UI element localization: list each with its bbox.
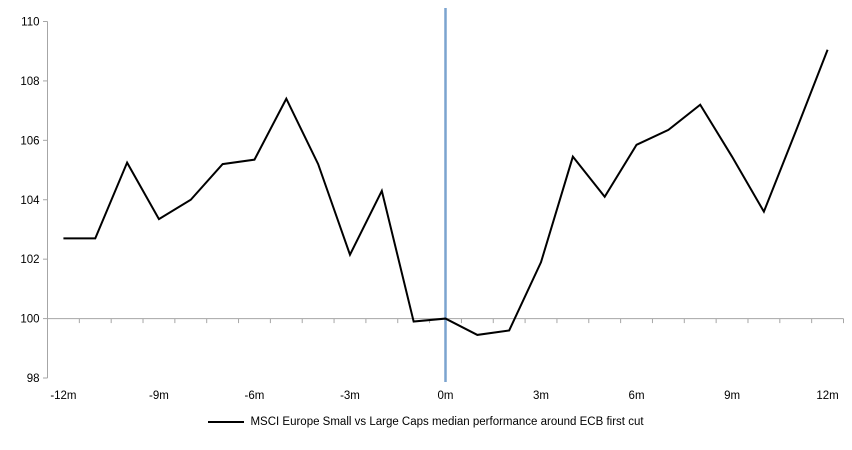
legend-series-label: MSCI Europe Small vs Large Caps median p…	[250, 416, 644, 428]
y-tick-label: 100	[20, 314, 39, 326]
y-tick-label: 104	[20, 195, 40, 207]
x-tick-label: 12m	[816, 390, 838, 402]
x-tick-label: -3m	[340, 390, 360, 402]
y-tick-label: 102	[20, 254, 39, 266]
y-tick-label: 108	[20, 76, 39, 88]
x-tick-label: 6m	[629, 390, 645, 402]
x-tick-label: -12m	[50, 390, 76, 402]
y-tick-label: 98	[27, 373, 40, 385]
x-tick-label: 0m	[438, 390, 454, 402]
series-line	[63, 49, 829, 336]
legend: MSCI Europe Small vs Large Caps median p…	[0, 414, 852, 430]
y-tick-label: 110	[21, 17, 39, 29]
x-tick-label: 9m	[724, 390, 740, 402]
y-tick-label: 106	[20, 135, 39, 147]
x-tick-label: -6m	[245, 390, 265, 402]
legend-line-marker	[208, 421, 245, 423]
x-tick-label: 3m	[533, 390, 549, 402]
x-tick-label: -9m	[149, 390, 169, 402]
